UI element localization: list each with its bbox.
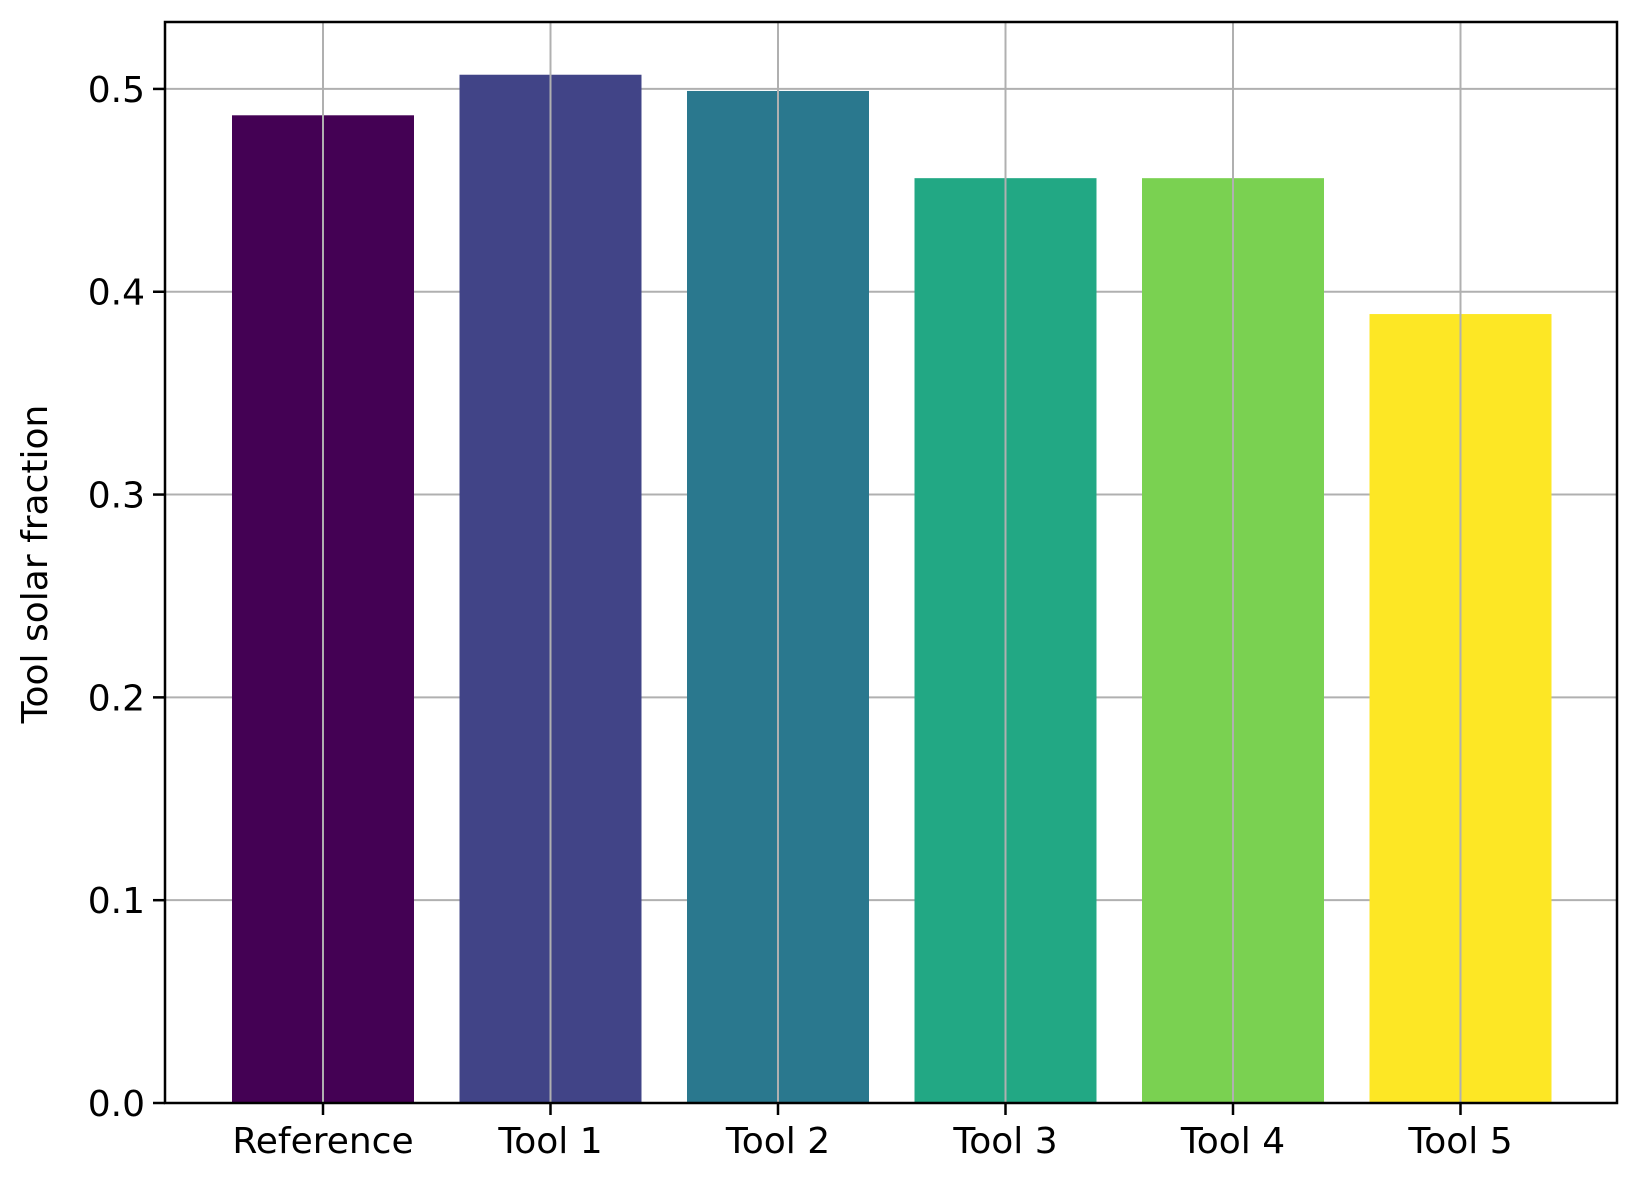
x-tick-label: Tool 1 — [497, 1121, 602, 1162]
y-axis-title: Tool solar fraction — [15, 405, 56, 725]
y-tick-label: 0.1 — [88, 881, 145, 922]
y-tick-label: 0.5 — [88, 70, 145, 111]
vertical-grid-layer — [322, 22, 1462, 1103]
y-tick-label: 0.3 — [88, 476, 145, 517]
x-tick-label: Tool 4 — [1180, 1121, 1285, 1162]
x-tick-label: Tool 3 — [952, 1121, 1057, 1162]
y-tick-label: 0.2 — [88, 678, 145, 719]
plot-frame — [163, 20, 1619, 1105]
x-tick-label: Tool 5 — [1407, 1121, 1512, 1162]
bars-layer — [232, 74, 1552, 1104]
x-tick-label: Tool 2 — [725, 1121, 830, 1162]
y-tick-label: 0.4 — [88, 273, 145, 314]
y-tick-label: 0.0 — [88, 1084, 145, 1125]
y-axis: 0.0 0.1 0.2 0.3 0.4 0.5 — [88, 70, 165, 1125]
x-axis: Reference Tool 1 Tool 2 Tool 3 Tool 4 Tool 5 — [232, 1103, 1513, 1162]
x-tick-label: Reference — [232, 1121, 413, 1162]
